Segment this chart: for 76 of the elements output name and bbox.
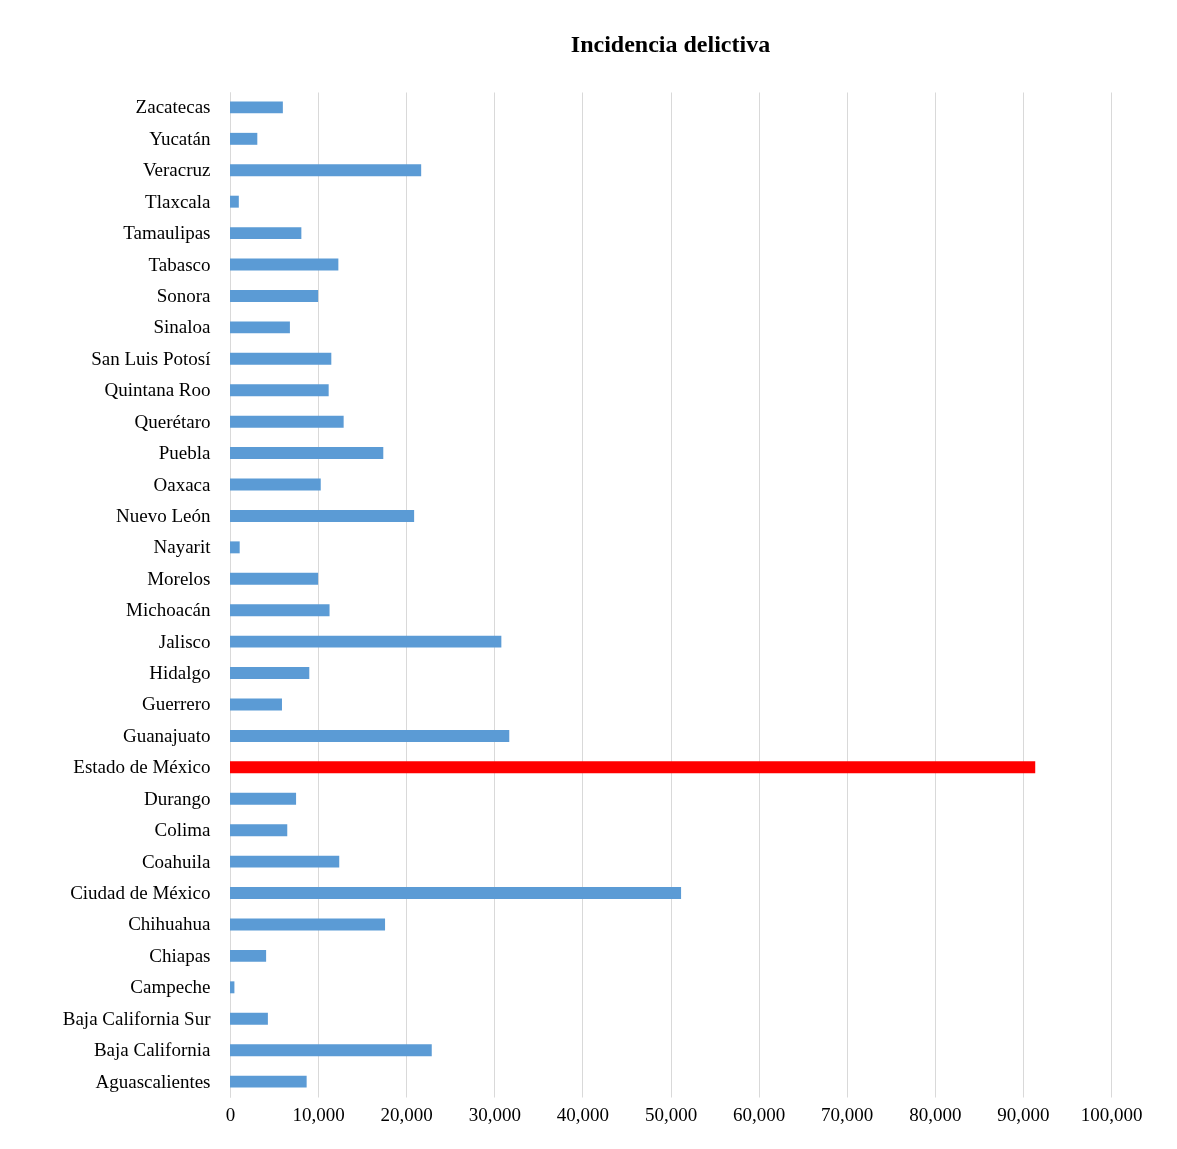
x-tick-label: 60,000 — [732, 1103, 786, 1125]
bar — [230, 981, 235, 994]
y-tick-label: Sonora — [156, 284, 212, 306]
y-tick-label: Durango — [144, 787, 211, 809]
y-tick-label: Colima — [154, 819, 212, 841]
x-tick-label: 40,000 — [556, 1103, 610, 1125]
y-tick-label: San Luis Potosí — [91, 347, 212, 369]
y-tick-label: Veracruz — [142, 159, 211, 181]
bar — [230, 258, 339, 271]
bar — [230, 824, 288, 837]
y-tick-label: Coahuila — [141, 850, 212, 872]
y-tick-label: Morelos — [147, 567, 211, 589]
bar — [230, 855, 340, 868]
y-tick-label: Estado de México — [73, 756, 211, 778]
y-tick-label: Oaxaca — [153, 473, 212, 495]
y-tick-label: Tamaulipas — [123, 222, 211, 244]
bar — [230, 195, 239, 208]
y-tick-label: Baja California Sur — [62, 1007, 212, 1029]
x-tick-label: 80,000 — [909, 1103, 962, 1125]
y-tick-label: Hidalgo — [149, 662, 211, 684]
y-tick-label: Guerrero — [141, 693, 211, 715]
bar — [230, 729, 510, 742]
x-tick-label: 0 — [225, 1103, 236, 1125]
bar — [230, 101, 283, 114]
y-tick-label: Yucatán — [149, 127, 211, 149]
bar — [230, 541, 240, 554]
x-tick-label: 100,000 — [1080, 1103, 1143, 1125]
x-tick-label: 70,000 — [821, 1103, 874, 1125]
bar — [230, 352, 332, 365]
bar — [230, 1075, 307, 1088]
bar — [230, 384, 329, 397]
bar — [230, 227, 302, 240]
bar — [230, 164, 422, 177]
bar — [230, 604, 330, 617]
bar — [230, 321, 290, 334]
y-tick-label: Zacatecas — [135, 96, 211, 118]
x-tick-label: 10,000 — [292, 1103, 345, 1125]
bar — [230, 635, 502, 648]
y-tick-label: Aguascalientes — [95, 1070, 211, 1092]
bar — [230, 1044, 432, 1057]
bar — [230, 667, 310, 680]
y-tick-label: Guanajuato — [122, 724, 211, 746]
bar — [230, 887, 682, 900]
y-tick-label: Quintana Roo — [104, 379, 211, 401]
x-tick-label: 90,000 — [997, 1103, 1050, 1125]
y-tick-label: Baja California — [93, 1039, 212, 1061]
bar — [230, 509, 415, 522]
y-tick-label: Michoacán — [126, 599, 211, 621]
bar — [230, 761, 1036, 774]
bar — [230, 415, 344, 428]
x-tick-label: 30,000 — [468, 1103, 521, 1125]
bar — [230, 698, 282, 711]
y-tick-label: Sinaloa — [153, 316, 212, 338]
chart-title: Incidencia delictiva — [570, 31, 771, 57]
y-tick-label: Chihuahua — [128, 913, 212, 935]
y-tick-label: Chiapas — [149, 944, 211, 966]
bar — [230, 478, 321, 491]
y-tick-label: Puebla — [158, 442, 212, 464]
bar — [230, 132, 258, 145]
bar — [230, 289, 319, 302]
x-tick-label: 20,000 — [380, 1103, 433, 1125]
bar — [230, 918, 386, 931]
x-tick-label: 50,000 — [644, 1103, 698, 1125]
y-tick-label: Nayarit — [153, 536, 212, 558]
bar — [230, 1012, 268, 1025]
bar — [230, 949, 267, 962]
y-tick-label: Tabasco — [148, 253, 211, 275]
y-tick-label: Campeche — [130, 976, 211, 998]
bar — [230, 792, 297, 805]
y-tick-label: Querétaro — [134, 410, 211, 432]
y-tick-label: Jalisco — [158, 630, 211, 652]
bar — [230, 447, 384, 460]
y-tick-label: Tlaxcala — [145, 190, 212, 212]
bar — [230, 572, 319, 585]
y-tick-label: Nuevo León — [116, 504, 211, 526]
y-tick-label: Ciudad de México — [70, 882, 211, 904]
